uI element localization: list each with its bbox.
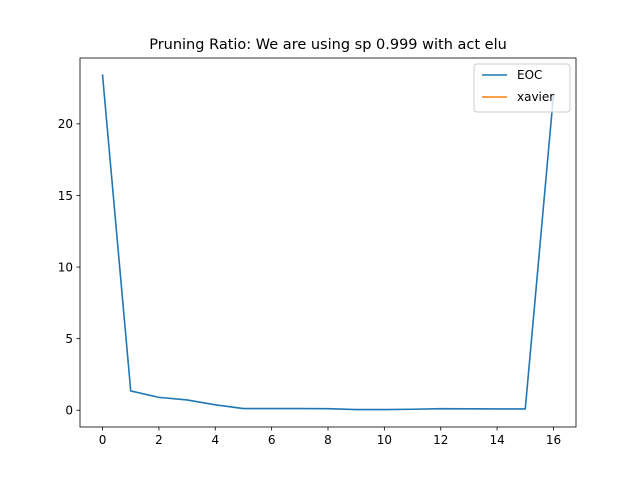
y-tick-label: 5 bbox=[65, 332, 73, 346]
y-tick-label: 10 bbox=[58, 260, 73, 274]
x-tick-label: 14 bbox=[489, 433, 504, 447]
x-tick-label: 2 bbox=[155, 433, 163, 447]
x-tick-label: 8 bbox=[324, 433, 332, 447]
y-tick-label: 15 bbox=[58, 189, 73, 203]
x-tick-label: 4 bbox=[211, 433, 219, 447]
x-axis: 0 2 4 6 8 10 12 14 16 bbox=[99, 427, 561, 447]
x-tick-label: 0 bbox=[99, 433, 107, 447]
y-axis: 0 5 10 15 20 bbox=[58, 117, 80, 418]
x-tick-label: 12 bbox=[433, 433, 448, 447]
chart-title: Pruning Ratio: We are using sp 0.999 wit… bbox=[149, 37, 507, 53]
legend-frame bbox=[473, 63, 571, 113]
x-tick-label: 6 bbox=[268, 433, 276, 447]
y-tick-label: 20 bbox=[58, 117, 73, 131]
legend-label-eoc: EOC bbox=[517, 68, 542, 82]
legend-label-xavier: xavier bbox=[517, 90, 554, 104]
series-line-eoc bbox=[101, 74, 555, 411]
x-tick-label: 10 bbox=[377, 433, 392, 447]
x-tick-label: 16 bbox=[546, 433, 561, 447]
y-tick-label: 0 bbox=[65, 404, 73, 418]
legend: EOC xavier bbox=[473, 63, 571, 113]
